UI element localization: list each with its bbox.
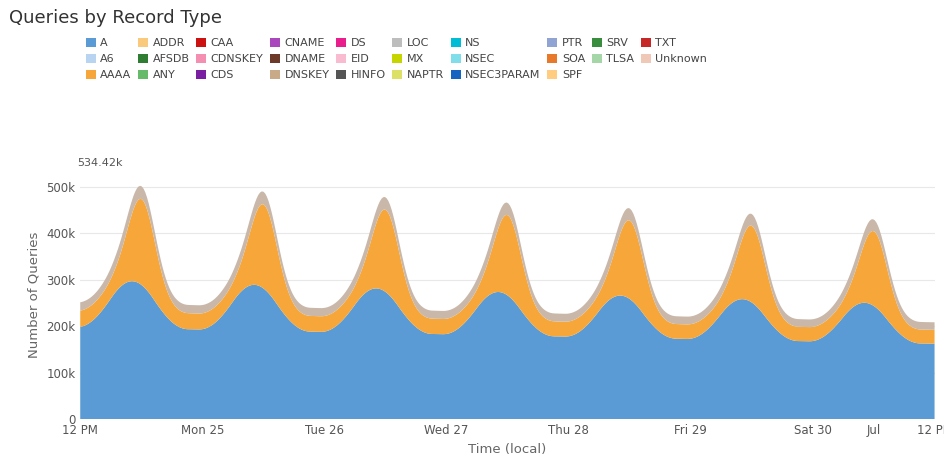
Text: Queries by Record Type: Queries by Record Type: [9, 9, 223, 27]
X-axis label: Time (local): Time (local): [468, 443, 547, 455]
Text: 534.42k: 534.42k: [77, 158, 123, 168]
Y-axis label: Number of Queries: Number of Queries: [27, 231, 41, 357]
Legend: A, A6, AAAA, ADDR, AFSDB, ANY, CAA, CDNSKEY, CDS, CNAME, DNAME, DNSKEY, DS, EID,: A, A6, AAAA, ADDR, AFSDB, ANY, CAA, CDNS…: [86, 38, 707, 80]
